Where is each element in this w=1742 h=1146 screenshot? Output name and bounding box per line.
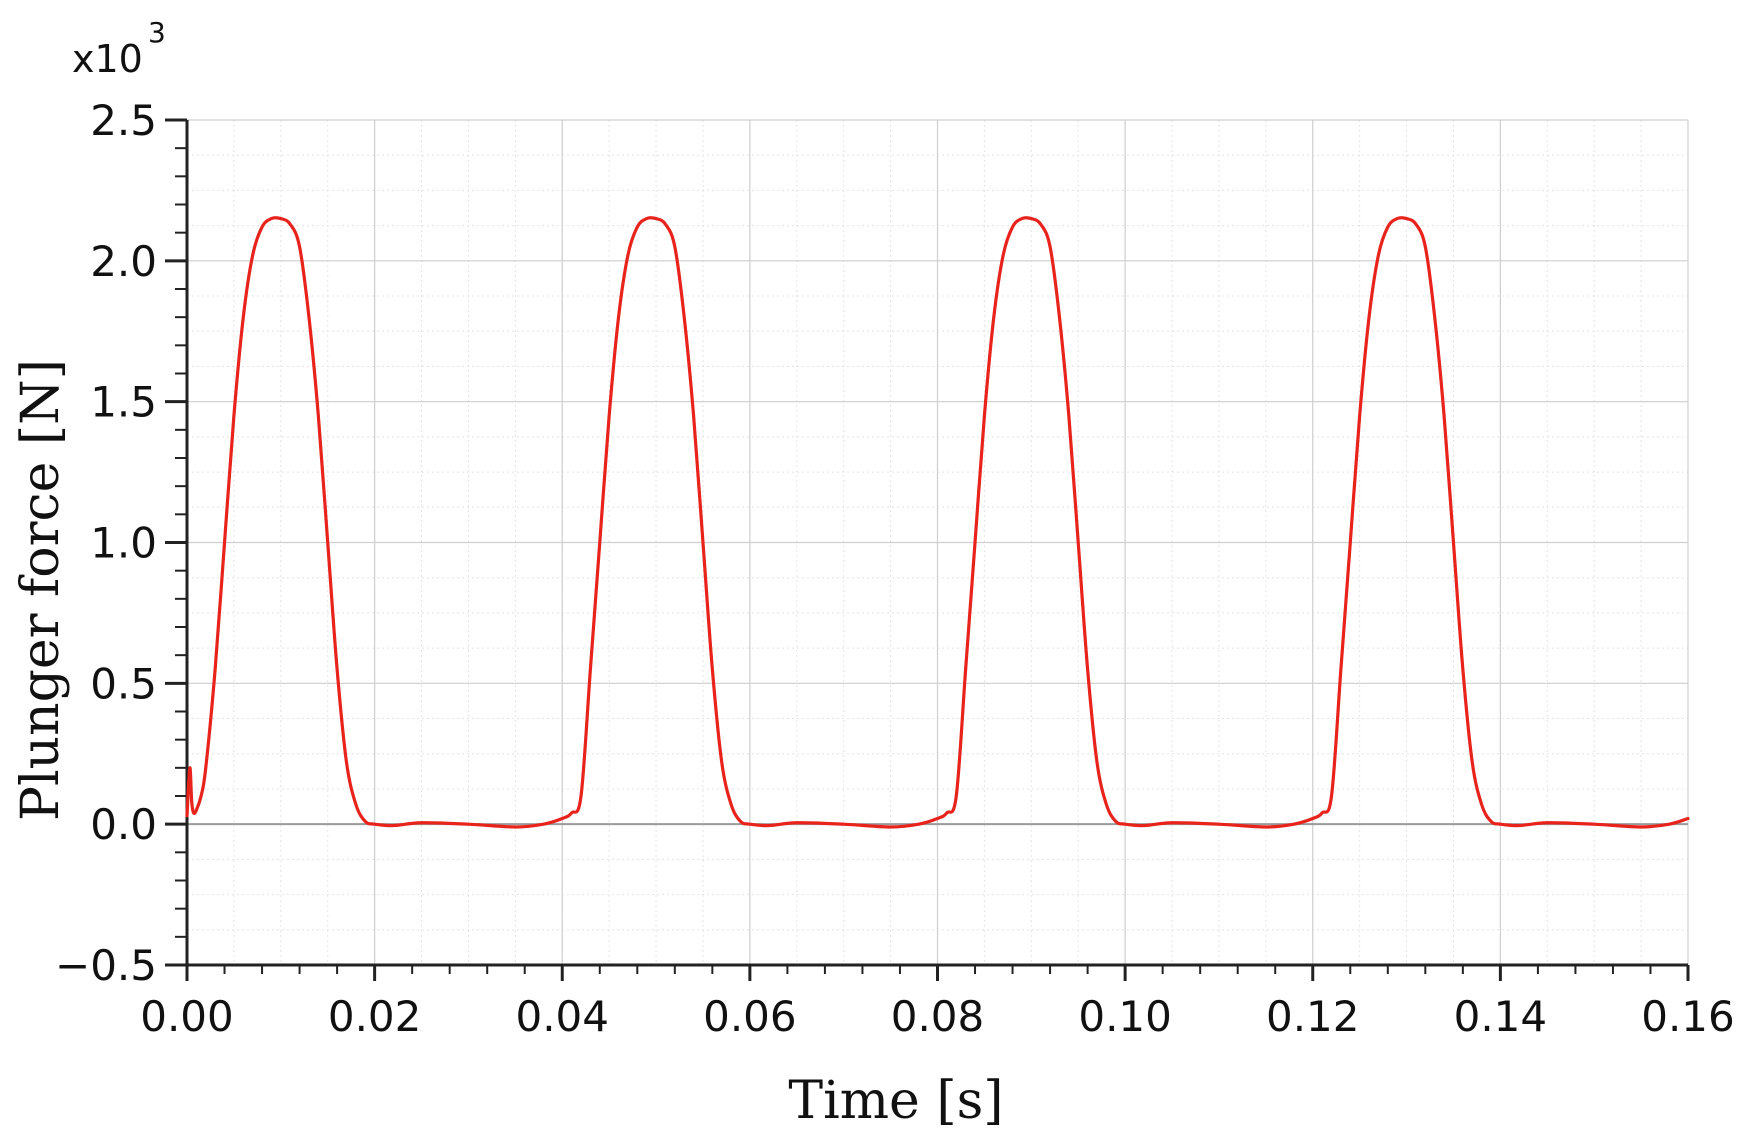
y-tick-label: 0.5 (90, 659, 157, 708)
y-tick-label: −0.5 (55, 941, 157, 990)
series-line-plunger-force (185, 216, 1690, 829)
x-tick-label: 0.10 (1078, 992, 1172, 1041)
y-tick-label: 2.5 (90, 96, 157, 145)
x-tick-label: 0.02 (328, 992, 422, 1041)
y-scale-exponent: 3 (148, 16, 166, 49)
series-layer (185, 216, 1690, 829)
x-tick-label: 0.06 (703, 992, 797, 1041)
x-tick-label: 0.14 (1454, 992, 1548, 1041)
y-scale-multiplier: x10 (72, 37, 143, 81)
x-tick-label: 0.00 (140, 992, 234, 1041)
y-tick-label: 1.0 (90, 519, 157, 568)
x-tick-label: 0.08 (891, 992, 985, 1041)
y-tick-label: 0.0 (90, 800, 157, 849)
x-tick-label: 0.04 (515, 992, 609, 1041)
x-tick-label: 0.12 (1266, 992, 1360, 1041)
y-tick-label: 2.0 (90, 237, 157, 286)
ticks: 0.00 0.02 0.04 0.06 0.08 0.10 0.12 0.14 0.16 −0.5… (55, 96, 1735, 1041)
y-tick-label: 1.5 (90, 378, 157, 427)
y-axis-label: Plunger force [N] (11, 359, 71, 821)
x-tick-label: 0.16 (1641, 992, 1735, 1041)
x-axis-label: Time [s] (788, 1071, 1003, 1131)
